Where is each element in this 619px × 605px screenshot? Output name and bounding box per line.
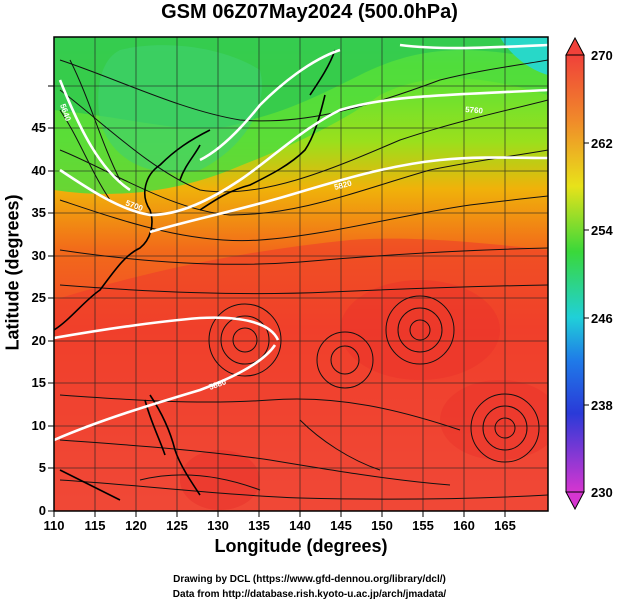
colorbar-tick-label: 246 (591, 311, 613, 326)
y-tick-label: 40 (32, 163, 46, 178)
y-tick-label: 10 (32, 418, 46, 433)
y-tick-label: 5 (39, 460, 46, 475)
height-contours (54, 43, 548, 442)
credit-drawing: Drawing by DCL (https://www.gfd-dennou.o… (173, 574, 446, 585)
y-tick-label: 15 (32, 375, 46, 390)
y-tick-label: 0 (39, 503, 46, 518)
x-tick-label: 125 (166, 518, 188, 533)
x-tick-label: 120 (125, 518, 147, 533)
y-tick-label: 30 (32, 248, 46, 263)
x-tick-label: 160 (453, 518, 475, 533)
y-tick-label: 45 (32, 120, 46, 135)
x-tick-label: 150 (371, 518, 393, 533)
colorbar-tick-label: 254 (591, 223, 613, 238)
plot-frame (53, 36, 549, 512)
contour-label: 5760 (465, 105, 484, 116)
y-tick-label: 35 (32, 205, 46, 220)
x-tick-label: 110 (44, 518, 65, 533)
map-title: GSM 06Z07May2024 (500.0hPa) (161, 1, 458, 23)
credit-data: Data from http://database.rish.kyoto-u.a… (172, 589, 447, 600)
y-axis-label: Latitude (degrees) (2, 194, 23, 351)
x-tick-label: 165 (494, 518, 516, 533)
x-tick-label: 155 (412, 518, 434, 533)
colorbar (565, 36, 589, 511)
colorbar-tick-label: 262 (591, 136, 613, 151)
x-tick-label: 145 (330, 518, 352, 533)
x-tick-label: 135 (248, 518, 270, 533)
streamlines (59, 59, 548, 500)
colorbar-tick-label: 238 (591, 398, 613, 413)
colorbar-tick-label: 230 (591, 485, 613, 500)
x-tick-label: 140 (289, 518, 311, 533)
x-tick-label: 130 (207, 518, 229, 533)
colorbar-tick-label: 270 (591, 48, 613, 63)
x-axis-label: Longitude (degrees) (214, 536, 388, 556)
y-tick-label: 20 (32, 333, 46, 348)
x-tick-label: 115 (85, 518, 106, 533)
y-tick-label: 25 (32, 290, 46, 305)
